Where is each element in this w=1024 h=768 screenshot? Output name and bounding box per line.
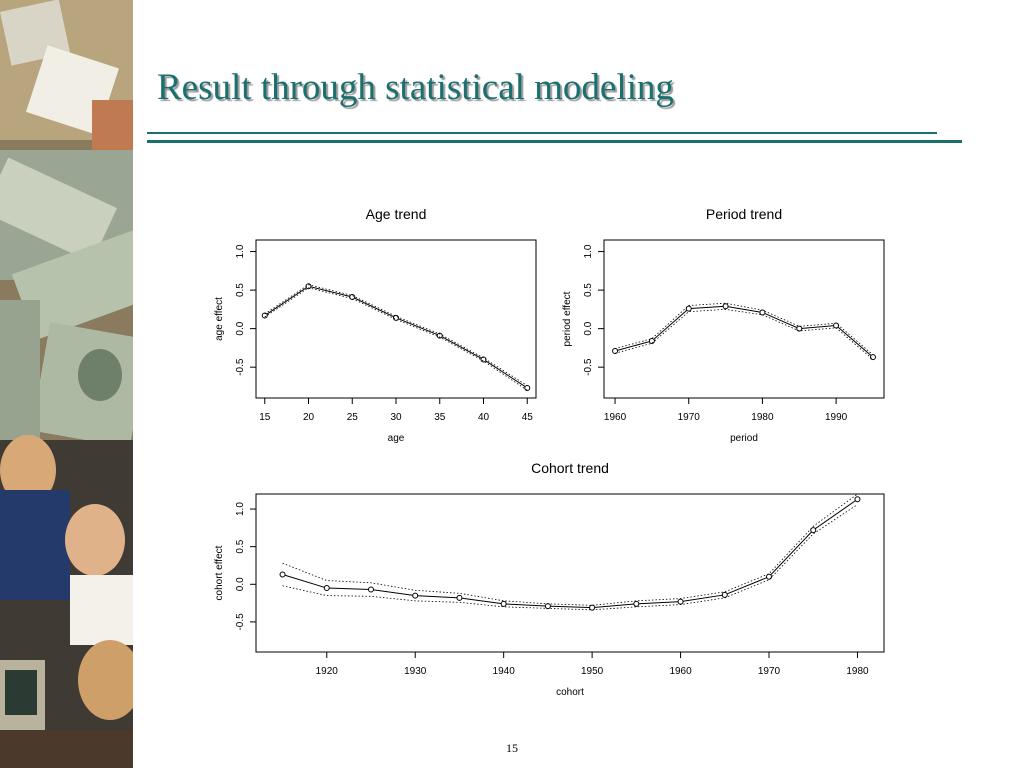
period-x-tick-label: 1960 [604, 412, 627, 423]
age-x-tick-label: 20 [303, 412, 315, 423]
age-x-tick-label: 30 [390, 412, 402, 423]
period-data-point [685, 305, 692, 312]
period-x-tick-label: 1990 [825, 412, 848, 423]
age-y-tick-label: 0.0 [235, 321, 246, 335]
age-x-tick-label: 40 [478, 412, 490, 423]
slide-title: Result through statistical modeling [157, 67, 674, 108]
cohort-y-axis-label: cohort effect [214, 545, 225, 600]
cohort-data-point [412, 592, 419, 599]
cohort-confidence-band-line [282, 493, 858, 606]
period-data-point [796, 325, 803, 332]
cohort-data-point [589, 604, 596, 611]
title-underline-thin [147, 132, 937, 134]
cohort-data-point [367, 586, 374, 593]
cohort-x-tick-label: 1940 [493, 666, 516, 677]
age-x-tick-label: 35 [434, 412, 446, 423]
age-x-tick-label: 45 [522, 412, 534, 423]
period-x-tick-label: 1970 [678, 412, 701, 423]
cohort-data-point [500, 600, 507, 607]
cohort-x-tick-label: 1930 [404, 666, 427, 677]
decorative-photo-collage [0, 0, 133, 768]
cohort-data-point [854, 496, 861, 503]
period-plot-frame [603, 239, 885, 399]
title-underline-thick [147, 140, 962, 143]
age-chart-title: Age trend [366, 206, 427, 222]
age-x-tick-label: 15 [259, 412, 271, 423]
period-chart-title: Period trend [706, 206, 782, 222]
period-confidence-band-line [614, 308, 874, 360]
collage-image [0, 0, 133, 768]
cohort-data-point [323, 585, 330, 592]
cohort-data-point [721, 591, 728, 598]
age-estimate-line [264, 285, 528, 389]
period-x-axis-label: period [730, 433, 758, 444]
age-trend-chart: Age trend 15 20 25 30 35 40 45 age -0.5 0.0 0.5 1.0 a… [214, 206, 537, 444]
cohort-y-tick-label: 0.5 [235, 539, 246, 553]
cohort-data-point [544, 603, 551, 610]
cohort-data-point [633, 600, 640, 607]
period-data-point [833, 322, 840, 329]
page-number: 15 [506, 741, 518, 755]
age-data-point [524, 384, 531, 391]
cohort-trend-chart: Cohort trend 1920 1930 1940 1950 1960 1970 1980… [214, 460, 885, 698]
cohort-chart-title: Cohort trend [531, 460, 609, 476]
cohort-data-point [456, 594, 463, 601]
cohort-data-point [677, 598, 684, 605]
period-y-tick-label: 0.0 [583, 321, 594, 335]
cohort-x-tick-label: 1950 [581, 666, 604, 677]
age-y-tick-label: -0.5 [235, 358, 246, 376]
period-y-axis-label: period effect [562, 291, 573, 346]
period-data-point [869, 354, 876, 361]
age-confidence-band-line [264, 287, 528, 391]
age-confidence-band-line [264, 284, 528, 387]
period-trend-chart: Period trend 1960 1970 1980 1990 period -0.5 0.… [562, 206, 885, 444]
age-y-tick-label: 0.5 [235, 283, 246, 297]
period-estimate-line [614, 305, 874, 358]
period-y-tick-label: 1.0 [583, 244, 594, 258]
period-data-point [759, 309, 766, 316]
period-x-tick-label: 1980 [751, 412, 774, 423]
cohort-y-tick-label: -0.5 [235, 613, 246, 631]
cohort-x-tick-label: 1920 [316, 666, 339, 677]
period-data-point [722, 303, 729, 310]
cohort-y-tick-label: 0.0 [235, 577, 246, 591]
period-confidence-band-line [614, 302, 874, 356]
age-x-axis-label: age [388, 433, 405, 444]
cohort-plot-frame [255, 493, 885, 653]
age-y-tick-label: 1.0 [235, 244, 246, 258]
cohort-data-point [810, 527, 817, 534]
cohort-x-tick-label: 1980 [846, 666, 869, 677]
cohort-x-tick-label: 1960 [669, 666, 692, 677]
cohort-confidence-band-line [282, 504, 858, 611]
cohort-estimate-line [282, 498, 858, 609]
cohort-x-tick-label: 1970 [758, 666, 781, 677]
age-data-point [261, 312, 268, 319]
age-x-tick-label: 25 [347, 412, 359, 423]
cohort-x-axis-label: cohort [556, 687, 584, 698]
cohort-data-point [279, 571, 286, 578]
period-data-point [612, 347, 619, 354]
cohort-y-tick-label: 1.0 [235, 502, 246, 516]
period-y-tick-label: 0.5 [583, 283, 594, 297]
period-y-tick-label: -0.5 [583, 358, 594, 376]
age-data-point [393, 314, 399, 321]
age-y-axis-label: age effect [214, 297, 225, 341]
